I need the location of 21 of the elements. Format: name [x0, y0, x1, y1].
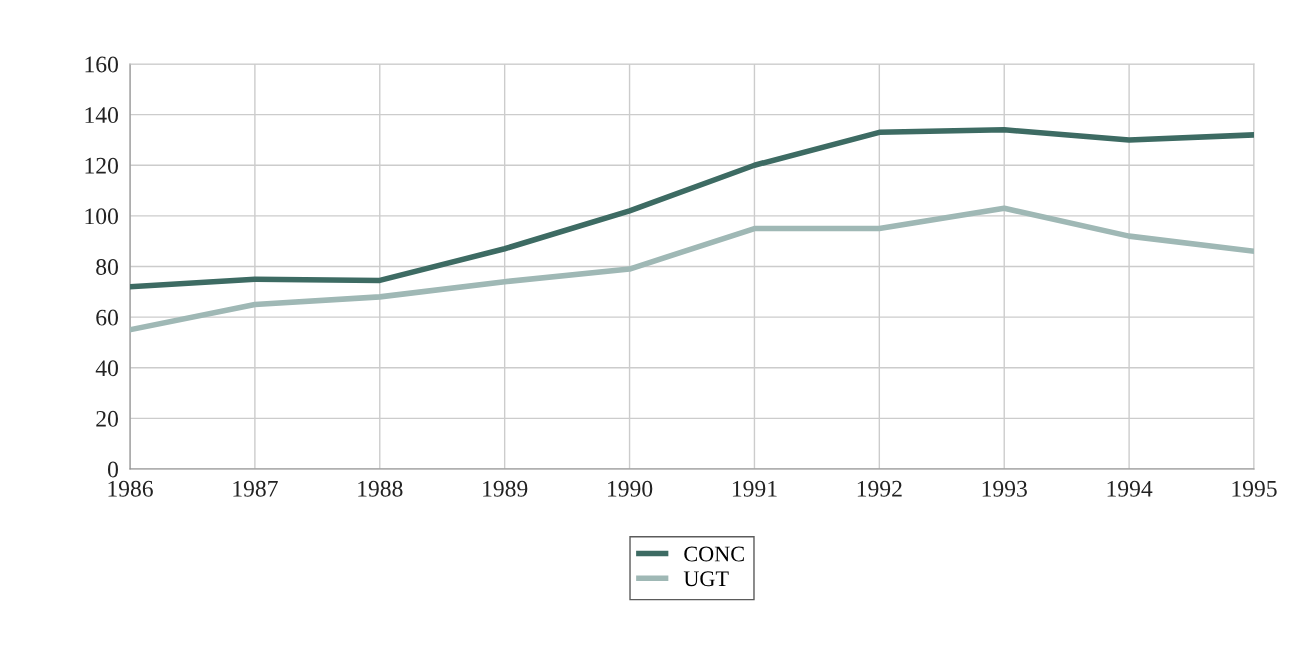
- x-tick-label: 1994: [1107, 480, 1153, 497]
- y-tick-label: 0: [107, 461, 118, 478]
- y-tick-label: 160: [85, 56, 118, 73]
- y-tick-label: 100: [85, 208, 118, 225]
- y-tick-label: 20: [96, 410, 118, 427]
- x-tick-label: 1986: [108, 480, 153, 497]
- y-tick-label: 40: [95, 360, 118, 377]
- y-tick-label: 120: [85, 157, 118, 174]
- x-tick-label: 1995: [1232, 480, 1277, 497]
- x-tick-label: 1993: [982, 480, 1027, 497]
- legend-label: CONC: [684, 546, 744, 562]
- legend-label: UGT: [683, 571, 729, 587]
- x-tick-label: 1988: [358, 480, 403, 497]
- x-tick-label: 1992: [857, 480, 902, 497]
- x-tick-label: 1989: [483, 480, 528, 497]
- x-tick-label: 1990: [608, 480, 653, 497]
- y-tick-label: 80: [96, 258, 118, 275]
- x-tick-label: 1991: [732, 480, 777, 497]
- y-tick-label: 60: [96, 309, 118, 326]
- x-tick-label: 1987: [233, 480, 278, 497]
- y-tick-label: 140: [85, 107, 118, 124]
